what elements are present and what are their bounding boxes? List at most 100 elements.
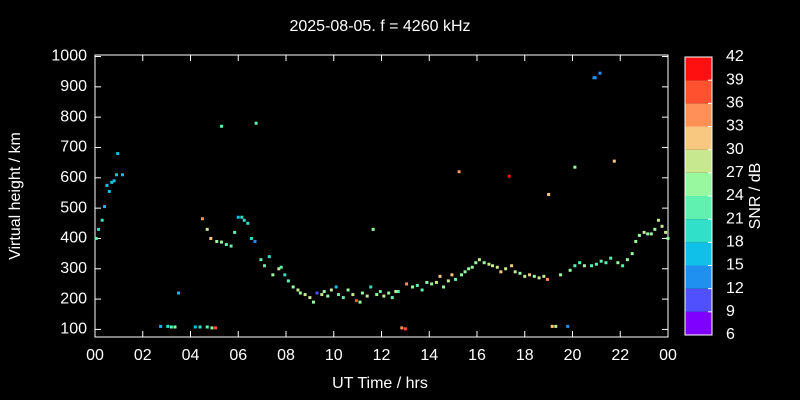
colorbar-label: SNR / dB <box>747 163 764 230</box>
colorbar-band <box>685 57 712 81</box>
data-point <box>311 300 315 304</box>
data-point <box>283 273 287 277</box>
colorbar-tick-label: 27 <box>726 164 744 181</box>
data-point <box>573 264 577 268</box>
colorbar-tick-label: 24 <box>726 187 744 204</box>
y-tick-label: 700 <box>60 139 87 156</box>
colorbar-tick-label: 36 <box>726 95 744 112</box>
data-point <box>510 264 514 268</box>
data-point <box>337 293 341 297</box>
data-point <box>236 215 240 219</box>
data-point <box>616 261 620 265</box>
data-point <box>209 236 213 240</box>
data-point <box>642 230 646 234</box>
data-point <box>559 273 563 277</box>
x-tick-label: 18 <box>516 347 534 364</box>
data-point <box>582 264 586 268</box>
data-point <box>105 183 109 187</box>
data-point <box>298 291 302 295</box>
data-point <box>477 258 481 262</box>
data-point <box>360 291 364 295</box>
data-point <box>454 277 458 281</box>
data-point <box>358 300 362 304</box>
data-point <box>169 325 173 329</box>
y-tick-label: 400 <box>60 230 87 247</box>
data-point <box>249 236 253 240</box>
data-point <box>491 264 495 268</box>
data-point <box>507 174 511 178</box>
data-point <box>664 230 668 234</box>
data-point <box>649 232 653 236</box>
colorbar-tick-label: 15 <box>726 257 744 274</box>
data-point <box>375 293 379 297</box>
data-point <box>242 218 246 222</box>
data-point <box>660 224 664 228</box>
data-point <box>210 326 214 330</box>
data-point <box>120 173 124 177</box>
x-tick-label: 10 <box>325 347 343 364</box>
y-tick-label: 300 <box>60 260 87 277</box>
data-point <box>354 299 358 303</box>
colorbar-band <box>685 126 712 150</box>
x-tick-label: 00 <box>659 347 677 364</box>
colorbar-tick-label: 18 <box>726 234 744 251</box>
data-point <box>326 294 330 298</box>
data-point <box>554 324 558 328</box>
colorbar-tick-label: 39 <box>726 71 744 88</box>
data-point <box>405 282 409 286</box>
data-point <box>286 279 290 283</box>
data-point <box>532 274 536 278</box>
colorbar-tick-label: 30 <box>726 141 744 158</box>
colorbar-tick-label: 6 <box>726 326 735 343</box>
data-point <box>625 258 629 262</box>
y-tick-label: 800 <box>60 108 87 125</box>
data-point <box>599 259 603 263</box>
data-point <box>550 324 554 328</box>
colorbar-tick-label: 12 <box>726 280 744 297</box>
data-point <box>94 236 98 240</box>
colorbar-band <box>685 219 712 243</box>
data-point <box>351 293 355 297</box>
data-point <box>322 290 326 294</box>
y-axis-label: Virtual height / km <box>7 132 24 260</box>
data-point <box>513 270 517 274</box>
x-tick-label: 16 <box>468 347 486 364</box>
data-point <box>277 267 281 271</box>
data-point <box>110 180 114 184</box>
chart-title: 2025-08-05. f = 4260 kHz <box>289 18 470 35</box>
data-point <box>568 268 572 272</box>
data-point <box>621 264 625 268</box>
data-point <box>166 324 170 328</box>
data-point <box>396 290 400 294</box>
data-point <box>593 76 597 80</box>
data-point <box>259 258 263 262</box>
data-point <box>457 170 461 174</box>
y-tick-label: 200 <box>60 290 87 307</box>
data-point <box>296 288 300 292</box>
data-point <box>403 327 407 331</box>
data-point <box>547 192 551 196</box>
data-point <box>205 227 209 231</box>
data-point <box>378 290 382 294</box>
data-point <box>590 264 594 268</box>
x-tick-label: 00 <box>86 347 104 364</box>
data-point <box>442 285 446 289</box>
colorbar-band <box>685 103 712 127</box>
data-point <box>215 239 219 243</box>
data-point <box>411 285 415 289</box>
x-axis-label: UT Time / hrs <box>332 375 428 392</box>
data-point <box>267 255 271 259</box>
data-point <box>329 288 333 292</box>
y-tick-label: 1000 <box>51 48 87 65</box>
data-point <box>291 285 295 289</box>
data-point <box>371 227 375 231</box>
data-point <box>224 243 228 247</box>
data-point <box>487 262 491 266</box>
data-point <box>415 283 419 287</box>
data-point <box>634 239 638 243</box>
colorbar-band <box>685 80 712 104</box>
data-point <box>100 218 104 222</box>
data-point <box>545 277 549 281</box>
data-point <box>220 240 224 244</box>
